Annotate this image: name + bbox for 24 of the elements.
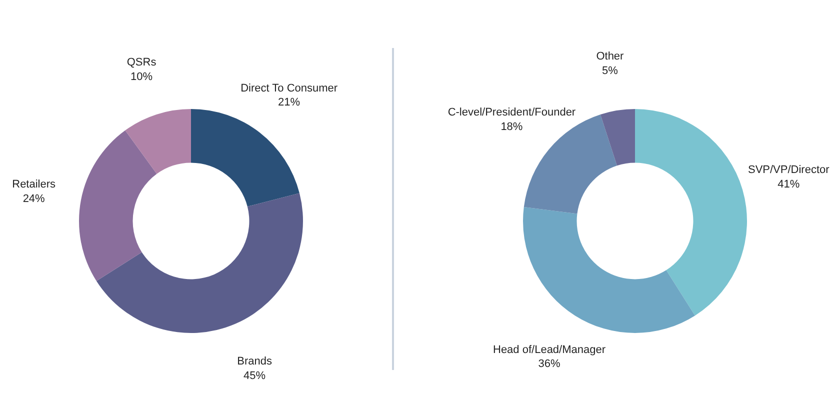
data-label: 18% bbox=[500, 121, 523, 134]
donut-slice bbox=[96, 193, 303, 333]
data-label: 5% bbox=[602, 64, 618, 77]
donut-slice bbox=[125, 109, 191, 174]
data-label: 36% bbox=[538, 358, 560, 370]
donut-slice bbox=[600, 109, 635, 166]
donut-slice bbox=[79, 130, 157, 282]
donut-slice bbox=[524, 114, 618, 214]
data-label: 24% bbox=[22, 193, 46, 206]
data-label: 21% bbox=[278, 96, 300, 109]
donut-slice bbox=[191, 109, 300, 207]
slice-label: Other bbox=[596, 50, 624, 63]
slice-label: C-level/President/Founder bbox=[448, 106, 576, 119]
data-label: 10% bbox=[130, 70, 153, 83]
slice-label: Direct To Consumer bbox=[240, 82, 338, 94]
slice-label: Brands bbox=[237, 356, 272, 368]
slice-label: Head of/Lead/Manager bbox=[493, 344, 606, 356]
data-label: 45% bbox=[244, 370, 266, 382]
slice-label: SVP/VP/Director bbox=[748, 164, 830, 176]
slice-label: Retailers bbox=[12, 178, 56, 191]
slice-label: QSRs bbox=[126, 56, 157, 69]
donut-slice bbox=[523, 206, 696, 333]
donut-slice bbox=[635, 109, 747, 316]
data-label: 41% bbox=[778, 178, 800, 190]
